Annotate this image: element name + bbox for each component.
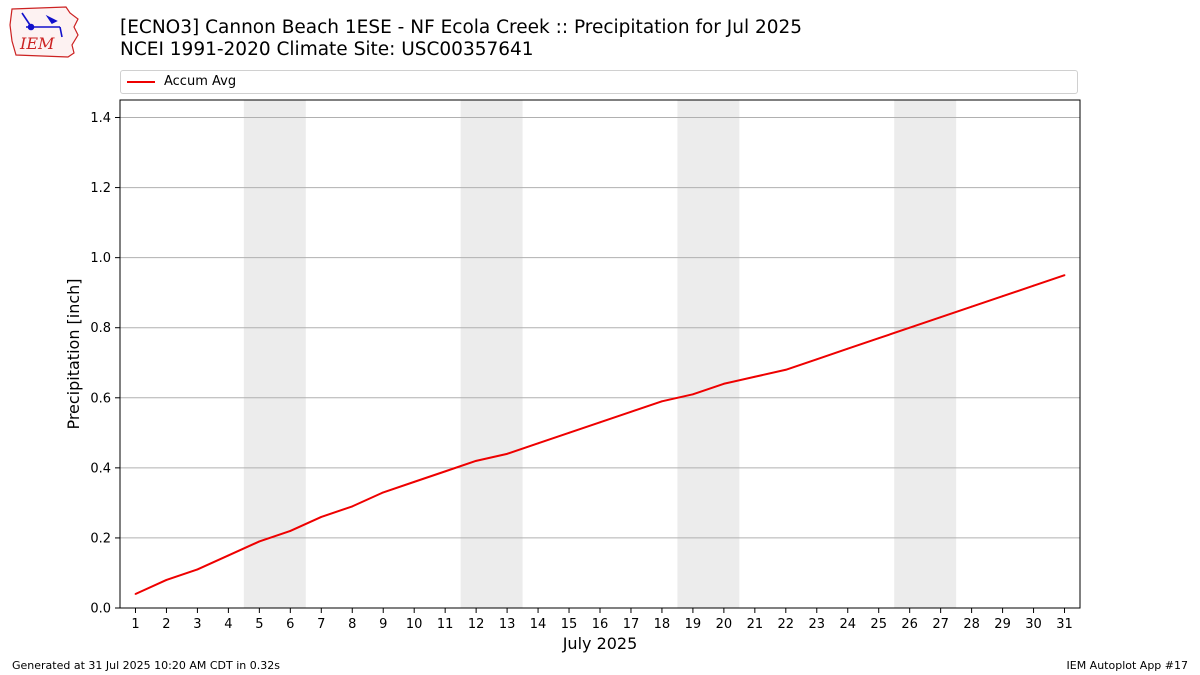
data-point <box>444 470 447 473</box>
x-tick-label: 18 <box>654 617 671 632</box>
data-point <box>227 554 230 557</box>
x-tick-label: 16 <box>592 617 609 632</box>
chart-title-line-1: [ECNO3] Cannon Beach 1ESE - NF Ecola Cre… <box>120 17 803 38</box>
x-tick-label: 7 <box>317 617 325 632</box>
data-point <box>1032 284 1035 287</box>
y-tick-label: 0.4 <box>90 461 111 476</box>
data-point <box>753 375 756 378</box>
x-tick-label: 28 <box>963 617 980 632</box>
y-tick-label: 0.0 <box>90 602 111 617</box>
chart-title-line-2: NCEI 1991-2020 Climate Site: USC00357641 <box>120 39 534 60</box>
data-point <box>939 316 942 319</box>
chart-legend: Accum Avg <box>120 70 1078 94</box>
x-tick-label: 12 <box>468 617 485 632</box>
x-tick-label: 9 <box>379 617 387 632</box>
x-tick-label: 17 <box>623 617 640 632</box>
x-tick-label: 14 <box>530 617 547 632</box>
x-tick-label: 1 <box>131 617 139 632</box>
x-tick-label: 27 <box>932 617 949 632</box>
autoplot-app-label: IEM Autoplot App #17 <box>1066 659 1189 672</box>
weekend-band <box>243 100 306 608</box>
data-point <box>413 480 416 483</box>
x-tick-label: 15 <box>561 617 578 632</box>
legend-series-label: Accum Avg <box>164 74 237 89</box>
weekend-band <box>460 100 523 608</box>
weekend-band <box>894 100 957 608</box>
data-point <box>351 505 354 508</box>
data-point <box>846 347 849 350</box>
data-point <box>970 305 973 308</box>
y-tick-label: 0.2 <box>90 531 111 546</box>
data-point <box>289 530 292 532</box>
data-point <box>196 568 199 571</box>
x-tick-label: 25 <box>870 617 887 632</box>
data-point <box>784 368 787 371</box>
x-tick-label: 13 <box>499 617 516 632</box>
legend-series-swatch <box>127 81 155 83</box>
data-point <box>537 442 539 445</box>
x-tick-label: 21 <box>747 617 764 632</box>
y-tick-label: 0.6 <box>90 391 111 406</box>
x-tick-label: 20 <box>716 617 733 632</box>
data-point <box>1001 295 1004 298</box>
data-point <box>661 400 663 403</box>
x-axis-label: July 2025 <box>562 634 638 653</box>
logo-text: IEM <box>19 34 55 53</box>
x-tick-label: 2 <box>162 617 170 632</box>
data-point <box>815 358 818 361</box>
y-tick-label: 1.2 <box>90 181 111 196</box>
x-tick-label: 23 <box>809 617 826 632</box>
plot-frame <box>119 99 1081 609</box>
x-tick-label: 6 <box>286 617 294 632</box>
x-tick-label: 5 <box>255 617 263 632</box>
data-point <box>568 431 570 434</box>
y-tick-label: 0.8 <box>90 321 111 336</box>
iem-logo: IEM <box>9 6 79 58</box>
weekend-band <box>677 100 740 608</box>
weather-station-icon <box>21 12 63 38</box>
y-axis-label: Precipitation [inch] <box>64 278 83 429</box>
data-point <box>165 579 168 581</box>
generated-timestamp: Generated at 31 Jul 2025 10:20 AM CDT in… <box>12 659 280 672</box>
x-tick-label: 11 <box>437 617 454 632</box>
data-point <box>506 452 508 455</box>
data-point <box>908 326 911 329</box>
x-tick-label: 31 <box>1056 617 1073 632</box>
x-tick-label: 8 <box>348 617 356 632</box>
x-tick-label: 3 <box>193 617 201 632</box>
data-point <box>258 540 261 543</box>
data-point <box>134 593 137 595</box>
data-point <box>630 410 632 413</box>
x-tick-label: 24 <box>839 617 856 632</box>
x-tick-label: 29 <box>994 617 1011 632</box>
data-point <box>320 516 323 518</box>
data-point <box>877 337 880 340</box>
data-point <box>722 382 725 385</box>
data-point <box>1063 274 1066 277</box>
x-tick-label: 10 <box>406 617 423 632</box>
y-tick-label: 1.4 <box>90 111 111 126</box>
x-tick-label: 30 <box>1025 617 1042 632</box>
data-point <box>382 491 385 494</box>
data-point <box>692 393 694 396</box>
x-tick-label: 19 <box>685 617 702 632</box>
data-point <box>475 459 478 462</box>
data-point <box>599 421 601 424</box>
y-tick-label: 1.0 <box>90 251 111 266</box>
x-tick-label: 4 <box>224 617 232 632</box>
x-tick-label: 22 <box>778 617 795 632</box>
x-tick-label: 26 <box>901 617 918 632</box>
